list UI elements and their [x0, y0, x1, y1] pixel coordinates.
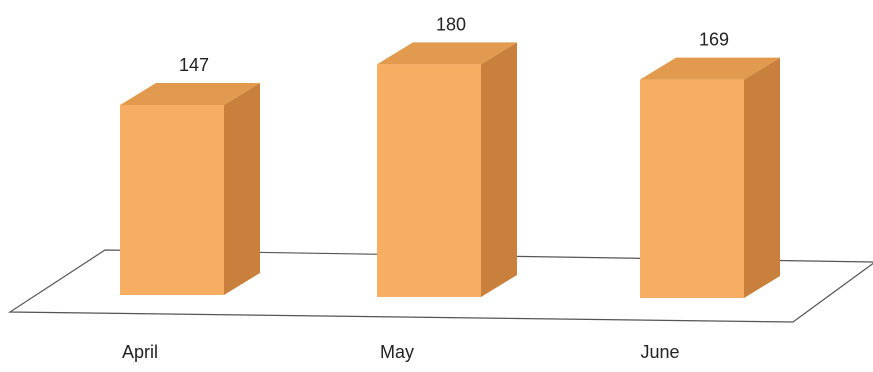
bar-top-april — [120, 83, 260, 105]
bar-front-april — [120, 105, 224, 295]
bar-front-may — [377, 64, 481, 297]
bar-side-april — [224, 83, 260, 295]
data-label-april: 147 — [179, 55, 209, 75]
bar-april — [120, 83, 260, 295]
bar-top-june — [640, 57, 780, 80]
bar-side-may — [481, 42, 517, 297]
category-label-april: April — [122, 342, 158, 362]
data-labels-group: 147 180 169 — [179, 14, 729, 75]
data-label-may: 180 — [436, 14, 466, 34]
bar-june — [640, 57, 780, 299]
category-label-may: May — [380, 342, 414, 362]
bar-side-june — [744, 57, 780, 299]
bar-top-may — [377, 42, 517, 65]
bars-group — [120, 42, 780, 299]
category-label-june: June — [640, 342, 679, 362]
category-labels-group: April May June — [122, 342, 680, 362]
data-label-june: 169 — [699, 30, 729, 50]
bar-may — [377, 42, 517, 297]
bar-front-june — [640, 79, 744, 298]
